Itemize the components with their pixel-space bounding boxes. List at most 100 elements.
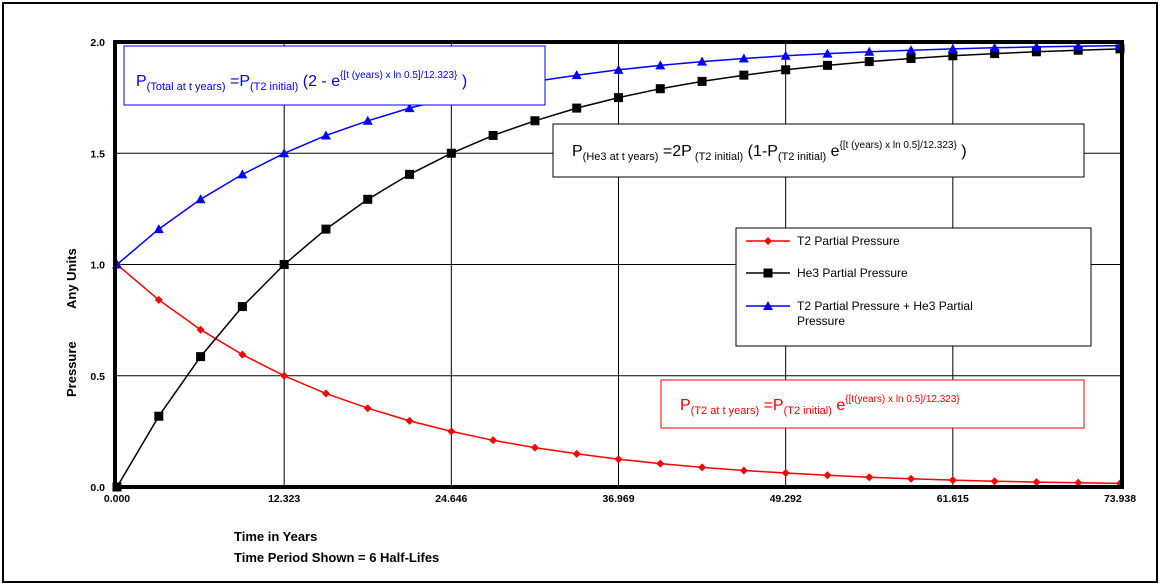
eq-t2-sub1: (T2 at t years) (691, 405, 759, 417)
eq-he3-p: P (572, 143, 583, 160)
square-point (1031, 47, 1041, 57)
square-point (154, 411, 164, 421)
equation-box-he3: P(He3 at t years) =2P (T2 initial) (1-P(… (552, 123, 1085, 178)
eq-total-p: P (136, 73, 147, 90)
diamond-point (363, 404, 372, 413)
diamond-point (238, 350, 247, 359)
triangle-point (906, 45, 917, 55)
equation-box-t2: P(T2 at t years) =P(T2 initial) e{[t(yea… (660, 379, 1085, 429)
square-point (279, 260, 289, 269)
square-point (739, 70, 749, 80)
y-tick-label: 1.5 (90, 148, 105, 160)
eq-he3-sup: {[t (years) x ln 0.5]/12.323} (840, 140, 958, 151)
triangle-point (320, 130, 331, 140)
square-point (822, 60, 832, 70)
eq-t2-sup: {[t(years) x ln 0.5]/12.323} (845, 394, 960, 405)
diamond-point (656, 459, 665, 468)
y-axis-title-units: Any Units (64, 248, 79, 309)
diamond-point (1074, 478, 1083, 487)
x-tick-label: 0.000 (104, 493, 130, 505)
triangle-point (1073, 41, 1084, 51)
triangle-point (404, 103, 415, 113)
x-tick-label: 24.646 (435, 493, 467, 505)
eq-total-sup: {[t (years) x ln 0.5]/12.323} (340, 70, 458, 81)
triangle-point (571, 70, 582, 80)
eq-total-body: (2 - e (298, 73, 340, 90)
diamond-point (907, 474, 916, 483)
eq-total-sub2: (T2 initial) (250, 81, 298, 93)
diamond-point (614, 455, 623, 464)
triangle-point (279, 148, 290, 158)
diamond-point (823, 471, 832, 480)
eq-he3-body: (1-P (743, 143, 778, 160)
square-point (237, 302, 247, 312)
square-point (697, 76, 707, 86)
legend-marker-t2 (764, 237, 772, 245)
diamond-point (196, 325, 205, 334)
square-point (948, 51, 958, 61)
diamond-point (781, 468, 790, 477)
diamond-point (739, 466, 748, 475)
eq-t2-sub2: (T2 initial) (784, 405, 832, 417)
triangle-point (237, 169, 248, 179)
triangle-point (989, 42, 1000, 52)
triangle-point (864, 46, 875, 56)
tick-labels: 0.000 12.323 24.646 36.969 49.292 61.615 73.93… (90, 37, 1136, 505)
legend: T2 Partial Pressure He3 Partial Pressure… (735, 227, 1092, 347)
legend-label-total-line1: T2 Partial Pressure + He3 Partial (797, 299, 973, 313)
eq-total-sub1: (Total at t years) (147, 81, 226, 93)
eq-he3-eqp: =2P (658, 143, 691, 160)
eq-t2-e: e (832, 397, 845, 414)
x-tick-label: 73.938 (1104, 493, 1136, 505)
square-point (1073, 45, 1083, 55)
legend-label-he3: He3 Partial Pressure (797, 266, 908, 280)
diamond-point (321, 389, 330, 398)
diamond-point (405, 416, 414, 425)
x-tick-label: 12.323 (268, 493, 300, 505)
diamond-point (990, 477, 999, 486)
triangle-point (1031, 41, 1042, 51)
y-tick-label: 2.0 (90, 37, 105, 49)
x-tick-label: 36.969 (602, 493, 634, 505)
diamond-point (865, 473, 874, 482)
triangle-point (153, 224, 164, 234)
diamond-point (948, 476, 957, 485)
diamond-point (447, 427, 456, 436)
triangle-point (822, 48, 833, 58)
square-point (196, 352, 206, 362)
square-point (655, 84, 665, 94)
square-point (906, 53, 916, 63)
triangle-point (947, 43, 958, 53)
eq-he3-e: e (826, 143, 839, 160)
eq-total-eqp: =P (226, 73, 250, 90)
eq-t2-p: P (680, 397, 691, 414)
square-point (781, 65, 791, 75)
square-point (530, 116, 540, 126)
legend-marker-he3 (763, 268, 773, 278)
eq-he3-end: ) (957, 143, 967, 160)
equation-box-total: P(Total at t years) =P(T2 initial) (2 - … (123, 45, 546, 106)
square-point (572, 103, 582, 113)
square-point (321, 224, 331, 234)
eq-t2-eqp: =P (759, 397, 783, 414)
diamond-point (572, 449, 581, 458)
triangle-point (697, 56, 708, 66)
diamond-point (698, 463, 707, 472)
plot-area-border (113, 40, 1124, 489)
y-tick-label: 0.0 (90, 482, 105, 494)
diamond-point (280, 371, 289, 380)
square-point (446, 148, 456, 158)
triangle-point (780, 50, 791, 60)
diamond-point (489, 436, 498, 445)
square-point (990, 49, 1000, 59)
x-tick-label: 49.292 (770, 493, 802, 505)
legend-label-t2: T2 Partial Pressure (797, 234, 900, 248)
eq-he3-sub2: (T2 initial) (692, 151, 743, 163)
y-tick-label: 0.5 (90, 371, 105, 383)
eq-total-end: ) (457, 73, 467, 90)
diamond-point (154, 295, 163, 304)
svg-text:P(He3 at t years) =2P (T2 init: P(He3 at t years) =2P (T2 initial) (1-P(… (572, 140, 967, 163)
square-point (864, 57, 874, 67)
